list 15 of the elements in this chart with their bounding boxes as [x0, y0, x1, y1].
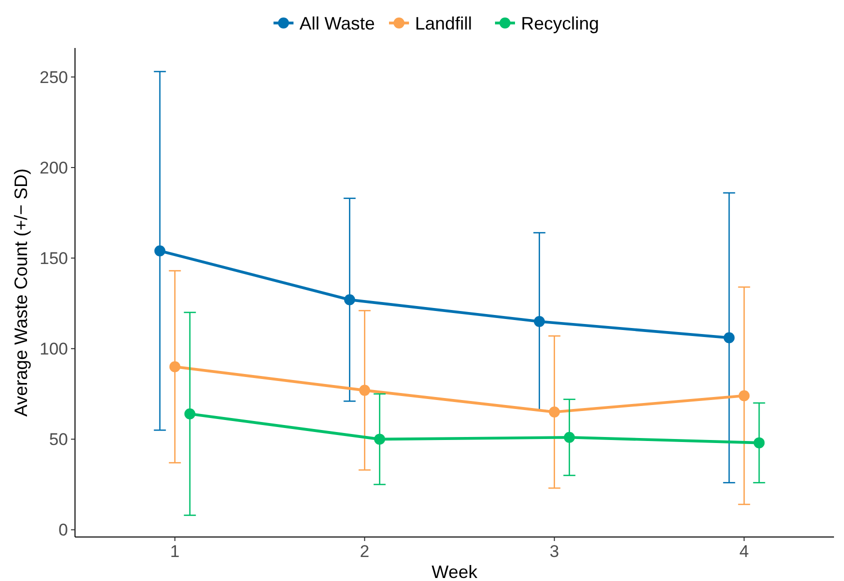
x-tick-label: 4 — [739, 542, 749, 561]
y-tick-label: 0 — [58, 520, 68, 540]
y-tick-label: 200 — [40, 158, 68, 178]
y-tick-label: 50 — [49, 430, 68, 450]
y-axis-title: Average Waste Count (+/− SD) — [11, 168, 31, 417]
y-tick-label: 150 — [40, 249, 68, 268]
y-tick-label: 250 — [40, 68, 68, 87]
x-axis-title: Week — [432, 562, 478, 581]
legend-label: All Waste — [300, 13, 375, 34]
y-tick-label: 100 — [40, 340, 68, 359]
x-tick-label: 2 — [360, 542, 370, 561]
legend-label: Landfill — [415, 13, 472, 34]
legend-label: Recycling — [521, 13, 600, 34]
x-tick-label: 3 — [550, 542, 560, 561]
x-tick-label: 1 — [170, 542, 180, 561]
